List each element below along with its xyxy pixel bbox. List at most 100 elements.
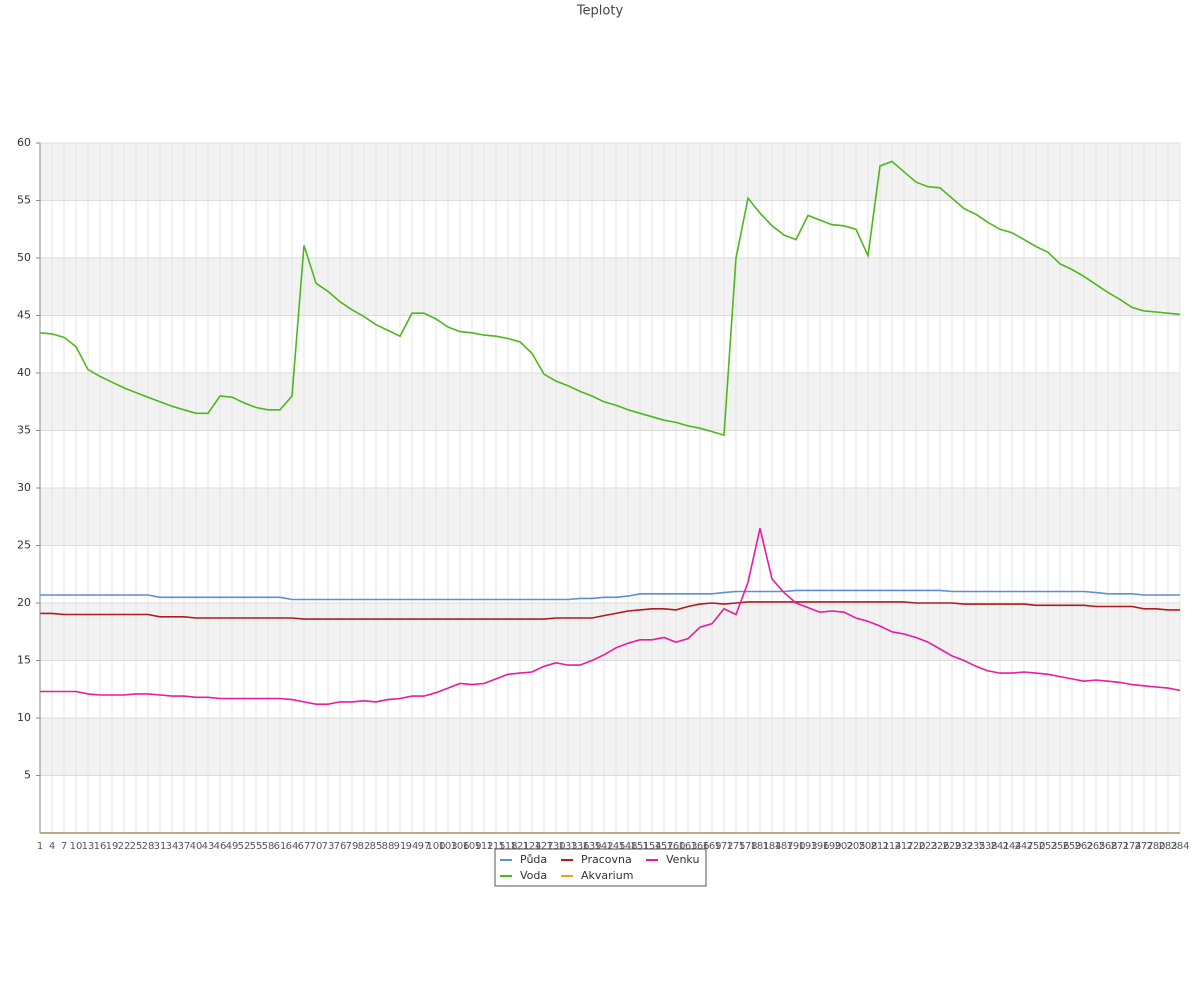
x-tick-label: 238 bbox=[978, 841, 997, 852]
x-tick-label: 172 bbox=[714, 841, 733, 852]
x-tick-label: 139 bbox=[582, 841, 601, 852]
y-tick-label: 25 bbox=[17, 539, 31, 552]
x-tick-label: 40 bbox=[190, 841, 203, 852]
x-tick-label: 4 bbox=[49, 841, 55, 852]
x-tick-label: 94 bbox=[406, 841, 419, 852]
x-tick-label: 193 bbox=[798, 841, 817, 852]
x-tick-label: 232 bbox=[954, 841, 973, 852]
x-tick-label: 67 bbox=[298, 841, 311, 852]
x-tick-label: 55 bbox=[250, 841, 263, 852]
x-tick-label: 31 bbox=[154, 841, 167, 852]
grid-band bbox=[40, 373, 1180, 431]
x-tick-label: 106 bbox=[450, 841, 469, 852]
x-tick-label: 154 bbox=[642, 841, 661, 852]
x-tick-label: 127 bbox=[534, 841, 553, 852]
y-tick-label: 60 bbox=[17, 136, 31, 149]
x-tick-label: 136 bbox=[570, 841, 589, 852]
x-tick-label: 268 bbox=[1098, 841, 1117, 852]
x-tick-label: 259 bbox=[1062, 841, 1081, 852]
x-tick-label: 112 bbox=[474, 841, 493, 852]
x-tick-label: 178 bbox=[738, 841, 757, 852]
x-tick-label: 130 bbox=[546, 841, 565, 852]
x-tick-label: 217 bbox=[894, 841, 913, 852]
x-tick-label: 214 bbox=[882, 841, 901, 852]
y-tick-label: 10 bbox=[17, 711, 31, 724]
x-tick-label: 253 bbox=[1038, 841, 1057, 852]
x-tick-label: 7 bbox=[61, 841, 67, 852]
x-tick-label: 256 bbox=[1050, 841, 1069, 852]
legend-box bbox=[494, 848, 707, 887]
grid-band bbox=[40, 488, 1180, 546]
x-tick-label: 229 bbox=[942, 841, 961, 852]
x-tick-label: 148 bbox=[618, 841, 637, 852]
x-tick-label: 211 bbox=[870, 841, 889, 852]
x-tick-label: 271 bbox=[1110, 841, 1129, 852]
x-tick-label: 73 bbox=[322, 841, 335, 852]
x-tick-label: 85 bbox=[370, 841, 383, 852]
legend-label: Pracovna bbox=[581, 853, 632, 866]
x-tick-label: 190 bbox=[786, 841, 805, 852]
x-tick-label: 160 bbox=[666, 841, 685, 852]
x-tick-label: 202 bbox=[834, 841, 853, 852]
x-tick-label: 88 bbox=[382, 841, 395, 852]
x-tick-label: 145 bbox=[606, 841, 625, 852]
x-tick-label: 10 bbox=[70, 841, 83, 852]
y-tick-label: 15 bbox=[17, 654, 31, 667]
y-tick-label: 5 bbox=[24, 769, 31, 782]
y-tick-label: 45 bbox=[17, 309, 31, 322]
x-tick-label: 1 bbox=[37, 841, 43, 852]
x-tick-label: 109 bbox=[462, 841, 481, 852]
legend-label: Voda bbox=[520, 869, 547, 882]
x-tick-label: 241 bbox=[990, 841, 1009, 852]
x-tick-label: 163 bbox=[678, 841, 697, 852]
x-tick-label: 284 bbox=[1170, 841, 1189, 852]
x-tick-label: 76 bbox=[334, 841, 347, 852]
x-tick-label: 250 bbox=[1026, 841, 1045, 852]
x-tick-label: 97 bbox=[418, 841, 431, 852]
x-tick-label: 100 bbox=[426, 841, 445, 852]
x-tick-label: 91 bbox=[394, 841, 407, 852]
x-tick-label: 16 bbox=[94, 841, 107, 852]
x-tick-label: 79 bbox=[346, 841, 359, 852]
x-tick-label: 70 bbox=[310, 841, 323, 852]
x-tick-label: 49 bbox=[226, 841, 239, 852]
grid-band bbox=[40, 143, 1180, 201]
x-tick-label: 64 bbox=[286, 841, 299, 852]
x-tick-label: 205 bbox=[846, 841, 865, 852]
x-tick-label: 34 bbox=[166, 841, 179, 852]
grid-band bbox=[40, 258, 1180, 316]
x-tick-label: 13 bbox=[82, 841, 95, 852]
x-tick-label: 235 bbox=[966, 841, 985, 852]
legend-label: Půda bbox=[520, 853, 547, 866]
x-tick-label: 166 bbox=[690, 841, 709, 852]
x-tick-label: 226 bbox=[930, 841, 949, 852]
x-tick-label: 151 bbox=[630, 841, 649, 852]
x-tick-label: 115 bbox=[486, 841, 505, 852]
y-tick-label: 20 bbox=[17, 596, 31, 609]
x-tick-label: 103 bbox=[438, 841, 457, 852]
x-tick-label: 280 bbox=[1146, 841, 1165, 852]
x-tick-label: 262 bbox=[1074, 841, 1093, 852]
legend-label: Venku bbox=[666, 853, 699, 866]
x-tick-label: 187 bbox=[774, 841, 793, 852]
series-line bbox=[40, 601, 1180, 620]
x-tick-label: 199 bbox=[822, 841, 841, 852]
x-tick-label: 157 bbox=[654, 841, 673, 852]
x-tick-label: 61 bbox=[274, 841, 287, 852]
y-tick-label: 40 bbox=[17, 366, 31, 379]
x-tick-label: 82 bbox=[358, 841, 371, 852]
x-tick-label: 46 bbox=[214, 841, 227, 852]
x-tick-label: 220 bbox=[906, 841, 925, 852]
x-tick-label: 142 bbox=[594, 841, 613, 852]
x-tick-label: 19 bbox=[106, 841, 119, 852]
series-line bbox=[40, 589, 1180, 601]
chart-title: Teploty bbox=[576, 4, 624, 19]
grid-band bbox=[40, 718, 1180, 776]
x-tick-label: 43 bbox=[202, 841, 215, 852]
x-tick-label: 124 bbox=[522, 841, 541, 852]
x-tick-label: 175 bbox=[726, 841, 745, 852]
y-tick-label: 55 bbox=[17, 194, 31, 207]
x-tick-label: 58 bbox=[262, 841, 275, 852]
